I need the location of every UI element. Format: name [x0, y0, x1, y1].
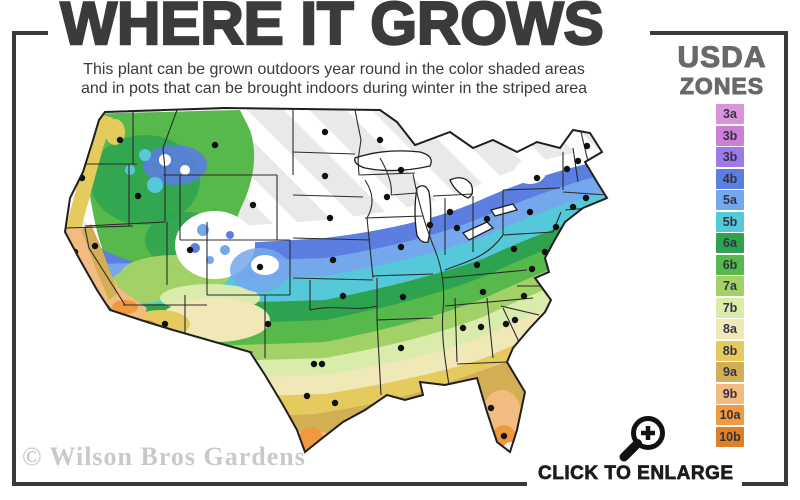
- legend-zone-chip-3b: 3b: [716, 147, 744, 167]
- lake-superior: [354, 150, 432, 172]
- colorado-white-patch: [251, 255, 279, 275]
- legend-title-usda: USDA: [677, 41, 767, 74]
- idaho-cyan-speck-1: [147, 177, 163, 193]
- rockies-blue-speck-4: [226, 231, 234, 239]
- legend-zone-chip-6a: 6a: [716, 233, 744, 253]
- frame-top-right: [650, 31, 788, 35]
- lake-huron: [449, 177, 474, 199]
- zoom-in-magnifier-icon[interactable]: [612, 408, 672, 469]
- click-to-enlarge-label[interactable]: CLICK TO ENLARGE: [538, 463, 734, 485]
- idaho-cyan-speck-3: [125, 165, 135, 175]
- legend-title: USDA ZONES: [652, 41, 792, 99]
- frame-top-left-stub: [12, 31, 48, 35]
- frame-right: [784, 31, 788, 486]
- legend-title-zones: ZONES: [679, 73, 765, 99]
- state-borders: [65, 108, 607, 396]
- southwest-8a: [160, 298, 270, 342]
- legend-zone-chip-3a: 3a: [716, 104, 744, 124]
- nw-coast-gold: [66, 114, 113, 236]
- us-outline: [63, 106, 609, 454]
- frame-bottom-right-stub: [742, 482, 788, 486]
- legend-zone-chip-10a: 10a: [716, 405, 744, 425]
- city-dots: [71, 128, 591, 440]
- legend-zone-chip-7b: 7b: [716, 297, 744, 318]
- lake-ontario: [489, 203, 519, 217]
- subtitle: This plant can be grown outdoors year ro…: [12, 60, 656, 98]
- legend-zone-chip-10b: 10b: [716, 426, 744, 447]
- legend-zone-chip-8a: 8a: [716, 319, 744, 339]
- legend-zone-chip-5b: 5b: [716, 211, 744, 232]
- legend-zone-chip-9a: 9a: [716, 362, 744, 382]
- frame-bottom-left: [12, 482, 527, 486]
- us-map-svg: [63, 106, 609, 454]
- frame-left: [12, 31, 16, 486]
- watermark: © Wilson Bros Gardens: [22, 442, 306, 471]
- legend-zone-chip-9b: 9b: [716, 383, 744, 404]
- page-title: WHERE IT GROWS: [59, 0, 605, 58]
- legend-zone-chip-5a: 5a: [716, 190, 744, 210]
- socal-orange: [112, 300, 138, 314]
- rockies-blue-speck-2: [220, 245, 230, 255]
- usda-zone-map[interactable]: [25, 100, 670, 468]
- adirondacks-white-patch: [514, 160, 546, 184]
- california-valley-khaki: [81, 224, 118, 300]
- legend-zone-chip-8b: 8b: [716, 340, 744, 361]
- legend-zone-chip-7a: 7a: [716, 276, 744, 296]
- idaho-cyan-speck-2: [139, 149, 151, 161]
- legend-zone-chip-3b: 3b: [716, 125, 744, 146]
- legend-zone-chip-4b: 4b: [716, 168, 744, 189]
- zone-legend: 3a 3b 3b 4b 5a 5b 6a 6b 7a 7b 8a 8b 9a 9b 10a 10b: [716, 104, 744, 447]
- subtitle-line-1: This plant can be grown outdoors year ro…: [83, 61, 585, 78]
- montana-white-speck-2: [180, 165, 190, 175]
- montana-white-speck-1: [159, 154, 171, 166]
- legend-zone-chip-6b: 6b: [716, 254, 744, 275]
- subtitle-line-2: and in pots that can be brought indoors …: [80, 80, 588, 97]
- lake-erie: [461, 221, 495, 241]
- rockies-blue-speck-1: [197, 224, 209, 236]
- rockies-blue-speck-3: [206, 256, 214, 264]
